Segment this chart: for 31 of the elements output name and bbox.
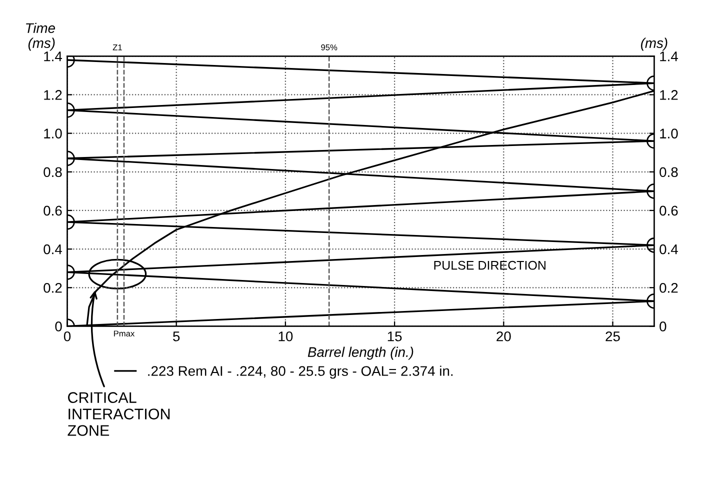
y-tick-label: 0.8: [44, 167, 62, 178]
annotation: 95%: [321, 44, 338, 50]
y2-tick-label: 0.8: [660, 167, 678, 178]
y2-tick-label: 0.4: [660, 244, 678, 254]
y-tick-label: 0.4: [44, 244, 62, 254]
y-tick-label: 1.0: [44, 128, 62, 138]
y-tick-label: 0: [55, 322, 62, 332]
y2-tick-label: 1.2: [660, 90, 678, 100]
y-tick-label: 1.2: [44, 90, 62, 100]
y2-tick-label: 1.0: [660, 128, 678, 138]
x-tick-label: 15: [388, 332, 402, 342]
x-axis-title: Barrel length (in.): [308, 346, 414, 360]
annotation: Z1: [112, 44, 122, 50]
annotation: PULSE DIRECTION: [434, 260, 546, 270]
y2-tick-label: 0.6: [660, 206, 678, 216]
y-axis-title: Time (ms): [26, 22, 56, 51]
x-tick-label: 5: [173, 332, 180, 342]
legend-label: .223 Rem AI - .224, 80 - 25.5 grs - OAL= 2.374 in.: [148, 366, 453, 379]
y-tick-label: 0.2: [44, 282, 62, 293]
x-tick-label: 10: [278, 331, 293, 342]
y-tick-label: 0.6: [44, 206, 62, 216]
y2-tick-label: 0: [660, 322, 666, 332]
y-tick-label: 1.4: [44, 52, 62, 62]
x-tick-label: 20: [496, 331, 511, 342]
x-tick-label: 0: [64, 331, 71, 342]
y2-axis-title: (ms): [640, 38, 668, 51]
x-tick-label: 25: [606, 331, 620, 342]
y2-tick-label: 1.4: [660, 52, 678, 62]
annotation: CRITICAL INTERACTION ZONE: [68, 392, 170, 436]
y2-tick-label: 0.2: [660, 282, 678, 293]
annotation: Pmax: [114, 330, 135, 337]
